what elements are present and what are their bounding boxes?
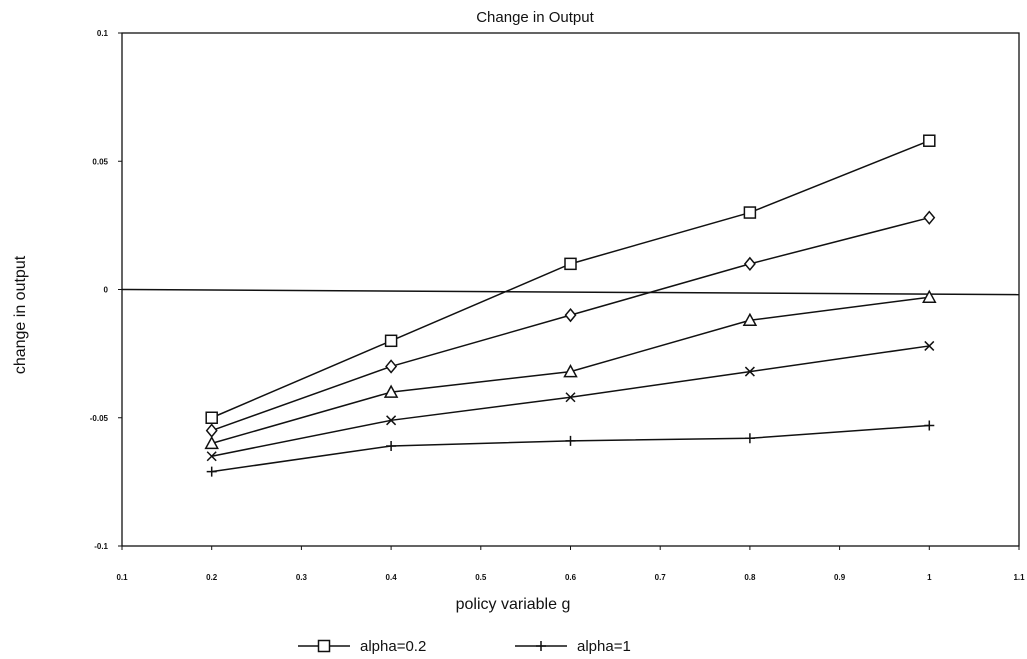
x-tick-label: 0.1 bbox=[116, 573, 128, 582]
data-point bbox=[205, 423, 218, 438]
x-tick-label: 0.7 bbox=[655, 573, 667, 582]
y-tick-label: 0.1 bbox=[97, 29, 109, 38]
x-tick-label: 1 bbox=[927, 573, 932, 582]
data-point bbox=[922, 289, 937, 303]
y-tick-label: 0.05 bbox=[92, 157, 108, 166]
data-point bbox=[564, 257, 577, 271]
y-axis-label: change in output bbox=[12, 255, 29, 374]
data-point bbox=[385, 359, 398, 374]
legend-marker bbox=[317, 639, 331, 653]
legend-label: alpha=1 bbox=[577, 638, 631, 655]
x-tick-label: 0.9 bbox=[834, 573, 846, 582]
data-point bbox=[386, 440, 397, 451]
series-line bbox=[211, 216, 930, 432]
x-tick-label: 1.1 bbox=[1013, 573, 1025, 582]
legend-label: alpha=0.2 bbox=[360, 638, 426, 655]
data-point bbox=[743, 256, 756, 272]
data-point bbox=[923, 210, 936, 225]
y-tick-label: -0.05 bbox=[90, 414, 109, 423]
x-axis-ticks: 0.1 0.2 0.3 0.4 0.5 0.6 0.7 0.8 0.9 1 1.1 bbox=[116, 546, 1025, 582]
series-square bbox=[205, 134, 936, 424]
data-point bbox=[384, 334, 398, 348]
data-point bbox=[563, 364, 578, 378]
data-point bbox=[744, 366, 755, 377]
data-point bbox=[744, 433, 755, 444]
legend-marker bbox=[536, 641, 546, 651]
data-point bbox=[743, 206, 757, 219]
data-point bbox=[924, 340, 935, 351]
data-point bbox=[923, 134, 936, 147]
series-layer bbox=[204, 134, 937, 477]
legend-item: alpha=1 bbox=[515, 638, 631, 655]
data-point bbox=[205, 411, 218, 424]
series-line bbox=[211, 424, 930, 473]
data-point bbox=[742, 312, 758, 327]
x-tick-label: 0.2 bbox=[206, 573, 218, 582]
data-point bbox=[206, 451, 217, 462]
x-tick-label: 0.8 bbox=[744, 573, 756, 582]
legend: alpha=0.2 alpha=1 bbox=[298, 638, 631, 655]
series-cross bbox=[206, 340, 935, 462]
chart-title: Change in Output bbox=[476, 9, 594, 26]
y-tick-label: 0 bbox=[104, 286, 109, 295]
x-tick-label: 0.6 bbox=[565, 573, 577, 582]
y-axis-ticks: 0.1 0.05 0 -0.05 -0.1 bbox=[90, 29, 122, 551]
data-point bbox=[924, 420, 935, 431]
x-tick-label: 0.4 bbox=[386, 573, 398, 582]
data-point bbox=[383, 384, 399, 398]
plot-frame bbox=[121, 32, 1020, 547]
x-axis-label: policy variable g bbox=[456, 596, 571, 613]
data-point bbox=[206, 466, 217, 477]
data-point bbox=[204, 435, 219, 450]
series-diamond bbox=[205, 210, 936, 438]
y-tick-label: -0.1 bbox=[94, 542, 108, 551]
data-point bbox=[564, 307, 577, 323]
data-point bbox=[565, 392, 576, 403]
data-point bbox=[565, 435, 576, 446]
series-triangle bbox=[204, 289, 937, 450]
zero-reference-line bbox=[121, 288, 1020, 296]
legend-item: alpha=0.2 bbox=[298, 638, 426, 655]
data-point bbox=[386, 415, 397, 426]
x-tick-label: 0.3 bbox=[296, 573, 308, 582]
x-tick-label: 0.5 bbox=[475, 573, 487, 582]
series-plus bbox=[206, 420, 935, 477]
